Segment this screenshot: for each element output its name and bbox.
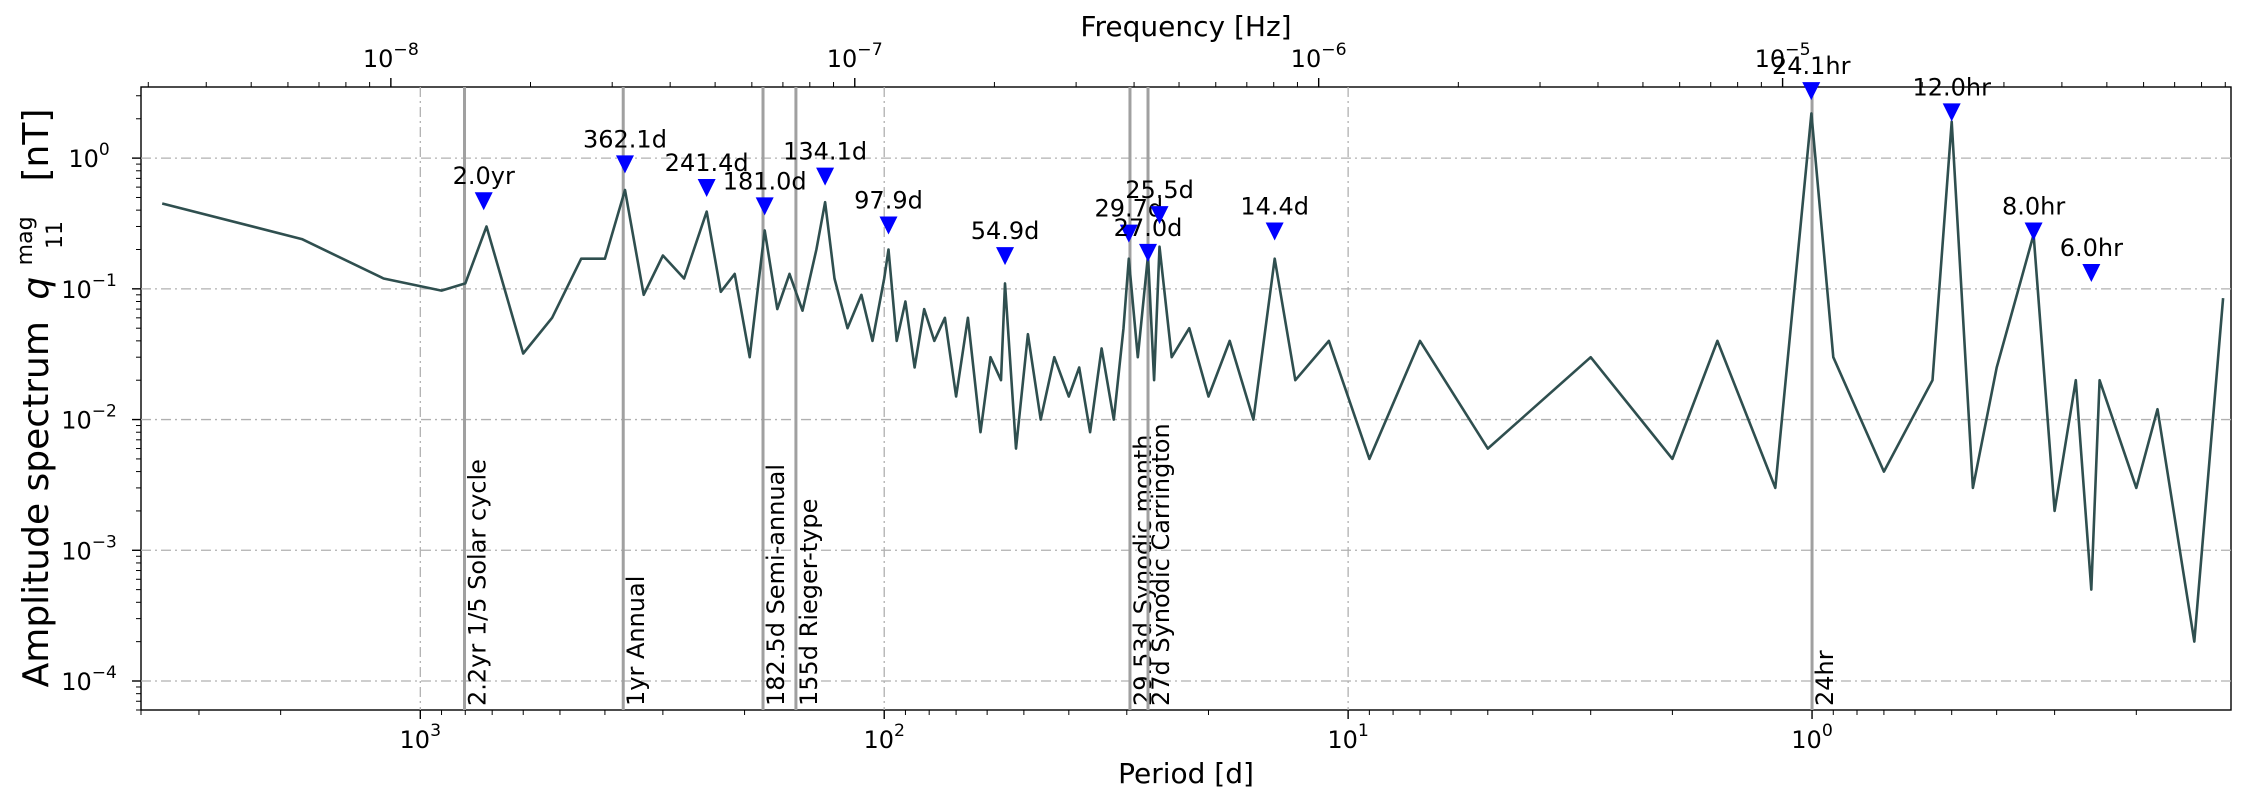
peak-label: 12.0hr — [1912, 73, 1991, 101]
peak-label: 2.0yr — [453, 162, 515, 190]
peak-marker — [816, 167, 835, 186]
y-tick-label-exponent: −1 — [92, 271, 117, 291]
x2-tick-label: 10−8 — [363, 40, 419, 73]
reference-line-label: 24hr — [1811, 650, 1839, 706]
x-tick-label-base: 10 — [863, 726, 894, 754]
peak-marker — [879, 216, 898, 235]
peak-label: 27.0d — [1114, 214, 1183, 242]
y-tick-label: 100 — [68, 140, 109, 173]
y-tick-label-exponent: −3 — [92, 532, 117, 552]
peak-marker — [1942, 103, 1961, 122]
peak-marker — [474, 192, 493, 211]
reference-lines-layer: 2.2yr 1/5 Solar cycle 1yr Annual 182.5d Se… — [463, 87, 1839, 710]
peak-marker — [755, 197, 774, 216]
peak-label: 97.9d — [854, 186, 923, 214]
peak-label: 134.1d — [783, 138, 867, 166]
y-tick-label: 10−4 — [61, 663, 117, 696]
y-tick-label: 10−1 — [61, 271, 117, 304]
peak-marker — [697, 179, 716, 198]
peak-label: 54.9d — [971, 217, 1040, 245]
y-axis-label-superscript: mag — [13, 216, 38, 265]
x2-axis-label: Frequency [Hz] — [1080, 10, 1291, 43]
plot-frame — [140, 86, 2232, 711]
reference-line-label: 2.2yr 1/5 Solar cycle — [464, 459, 492, 706]
x-tick-label-exponent: 1 — [1358, 721, 1369, 741]
y-tick-label-exponent: 0 — [99, 140, 110, 160]
x-tick-label-base: 10 — [1327, 726, 1358, 754]
x2-tick-label: 10−7 — [827, 40, 883, 73]
x2-tick-label-exponent: −7 — [857, 40, 882, 60]
peak-label: 29.7d — [1094, 195, 1163, 223]
reference-line-label: 1yr Annual — [622, 576, 650, 706]
y-tick-label-base: 10 — [61, 276, 92, 304]
x-tick-label-base: 10 — [1791, 726, 1822, 754]
peak-marker — [615, 155, 634, 174]
y-tick-label: 10−3 — [61, 532, 117, 565]
reference-line-label: 29.53d Synodic month — [1129, 434, 1157, 706]
peak-label: 181.0d — [723, 167, 807, 195]
peak-marker — [1139, 243, 1158, 262]
peak-marker — [2024, 222, 2043, 241]
x-tick-label-exponent: 3 — [430, 721, 441, 741]
y-axis-label-unit: [nT] — [16, 109, 57, 182]
y-axis-label: Amplitude spectrum q mag 11 [nT] — [0, 109, 71, 688]
y-tick-label-base: 10 — [61, 668, 92, 696]
y-axis-label-subscript: 11 — [43, 221, 68, 249]
x-tick-label-base: 10 — [400, 726, 431, 754]
x-tick-label: 101 — [1327, 721, 1369, 754]
peak-label: 8.0hr — [2002, 192, 2065, 220]
y-tick-label-base: 10 — [68, 145, 99, 173]
x2-tick-label-base: 10 — [1755, 45, 1786, 73]
x-tick-label: 100 — [1791, 721, 1833, 754]
x2-tick-label-base: 10 — [827, 45, 858, 73]
peak-marker — [1265, 222, 1284, 241]
x-tick-label-exponent: 0 — [1822, 721, 1833, 741]
peak-label: 24.1hr — [1772, 52, 1851, 80]
peak-marker — [2082, 263, 2101, 282]
y-tick-label-base: 10 — [61, 407, 92, 435]
peak-marker — [1119, 224, 1138, 243]
peak-label: 241.4d — [665, 149, 749, 177]
x2-tick-label-exponent: −6 — [1321, 40, 1346, 60]
x2-tick-label-exponent: −5 — [1785, 40, 1810, 60]
x2-tick-label: 10−6 — [1291, 40, 1347, 73]
peak-marker — [1802, 82, 1821, 101]
y-tick-label-exponent: −2 — [92, 402, 117, 422]
x2-tick-label-exponent: −8 — [393, 40, 418, 60]
peak-label: 362.1d — [583, 125, 667, 153]
x2-tick-label-base: 10 — [1291, 45, 1322, 73]
reference-line-label: 182.5d Semi-annual — [762, 464, 790, 706]
x-tick-label: 103 — [400, 721, 442, 754]
x2-tick-label-base: 10 — [363, 45, 394, 73]
x-axis-label: Period [d] — [1118, 757, 1254, 790]
y-tick-label-base: 10 — [61, 537, 92, 565]
reference-line-label: 27d Synodic Carrington — [1147, 423, 1175, 706]
reference-line-label: 155d Rieger-type — [795, 499, 823, 706]
y-axis-label-symbol: q — [16, 277, 57, 300]
y-tick-label: 10−2 — [61, 402, 117, 435]
peak-marker — [996, 247, 1015, 266]
peak-label: 25.5d — [1125, 176, 1194, 204]
peak-marker — [1150, 206, 1169, 225]
y-axis-label-text: Amplitude spectrum — [16, 321, 57, 687]
spectrum-line — [161, 112, 2225, 643]
x-tick-label-exponent: 2 — [894, 721, 905, 741]
series-layer — [161, 112, 2225, 643]
y-tick-label-exponent: −4 — [92, 663, 117, 683]
peak-label: 6.0hr — [2060, 234, 2123, 262]
peak-label: 14.4d — [1240, 192, 1309, 220]
x2-tick-label: 10−5 — [1755, 40, 1811, 73]
x-tick-label: 102 — [863, 721, 905, 754]
